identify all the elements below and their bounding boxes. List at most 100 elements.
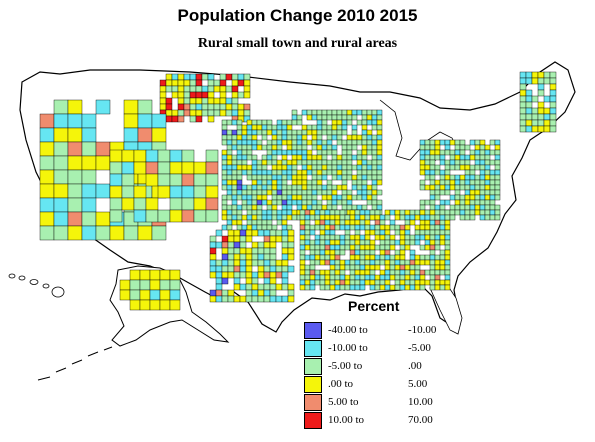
county-region [269, 247, 277, 255]
county-region [364, 269, 371, 276]
county-region [281, 235, 289, 243]
county-region [246, 144, 253, 151]
county-region [429, 174, 436, 181]
county-region [346, 139, 353, 146]
county-region [221, 199, 228, 206]
county-region [379, 224, 386, 231]
county-region [444, 229, 451, 236]
county-region [286, 204, 293, 211]
county-region [494, 179, 501, 186]
county-region [246, 204, 253, 211]
county-region [296, 119, 303, 126]
county-region [525, 125, 533, 133]
county-region [399, 214, 406, 221]
county-region [165, 115, 173, 123]
county-region [329, 264, 336, 271]
county-region [356, 149, 363, 156]
county-region [321, 164, 328, 171]
county-region [366, 109, 373, 116]
county-region [474, 209, 481, 216]
county-region [484, 209, 491, 216]
county-region [369, 264, 376, 271]
county-region [374, 254, 381, 261]
county-region [439, 279, 446, 286]
county-region [266, 224, 273, 231]
county-region [276, 149, 283, 156]
county-region [183, 103, 191, 111]
county-region [324, 269, 331, 276]
county-region [221, 129, 228, 136]
county-region [246, 174, 253, 181]
county-region [39, 211, 55, 227]
county-region [434, 139, 441, 146]
county-region [344, 259, 351, 266]
county-region [444, 254, 451, 261]
county-region [324, 219, 331, 226]
county-region [304, 269, 311, 276]
county-region [239, 253, 247, 261]
county-region [67, 141, 83, 157]
county-region [95, 155, 111, 171]
county-region [221, 235, 229, 243]
county-region [306, 179, 313, 186]
county-region [129, 299, 141, 311]
county-region [321, 184, 328, 191]
county-region [226, 189, 233, 196]
county-region [434, 219, 441, 226]
county-region [241, 154, 248, 161]
county-region [39, 155, 55, 171]
county-region [245, 229, 253, 237]
county-region [346, 154, 353, 161]
county-region [321, 194, 328, 201]
county-region [189, 73, 197, 81]
county-region [404, 274, 411, 281]
county-region [226, 219, 233, 226]
county-region [321, 144, 328, 151]
county-region [209, 289, 217, 297]
county-region [374, 284, 381, 291]
county-region [459, 174, 466, 181]
county-region [246, 149, 253, 156]
county-region [344, 279, 351, 286]
county-region [324, 229, 331, 236]
legend-range-to: 10.00 [408, 396, 433, 408]
county-region [444, 144, 451, 151]
county-region [329, 209, 336, 216]
county-region [266, 169, 273, 176]
county-region [286, 149, 293, 156]
county-region [233, 283, 241, 291]
county-region [419, 229, 426, 236]
county-region [543, 125, 551, 133]
county-region [389, 264, 396, 271]
county-region [384, 224, 391, 231]
county-region [366, 129, 373, 136]
county-region [321, 109, 328, 116]
county-region [359, 274, 366, 281]
county-region [389, 254, 396, 261]
county-region [266, 184, 273, 191]
county-region [314, 259, 321, 266]
county-region [314, 239, 321, 246]
county-region [245, 247, 253, 255]
county-region [261, 159, 268, 166]
county-region [429, 239, 436, 246]
county-region [399, 239, 406, 246]
county-region [341, 174, 348, 181]
legend-swatch [304, 394, 322, 411]
county-region [256, 184, 263, 191]
county-region [139, 269, 151, 281]
county-region [464, 189, 471, 196]
county-region [299, 284, 306, 291]
county-region [219, 97, 227, 105]
county-region [67, 197, 83, 213]
county-region [123, 225, 139, 241]
county-region [549, 71, 557, 79]
county-region [341, 139, 348, 146]
county-region [474, 194, 481, 201]
county-region [243, 85, 251, 93]
county-region [434, 234, 441, 241]
county-region [226, 134, 233, 141]
county-region [246, 134, 253, 141]
county-region [304, 264, 311, 271]
county-region [213, 97, 221, 105]
